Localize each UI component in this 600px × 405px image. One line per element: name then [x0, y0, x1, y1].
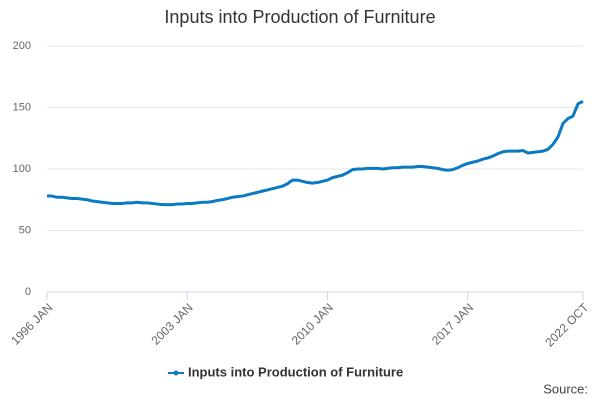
y-tick-label: 100 — [13, 163, 31, 175]
y-tick-label: 200 — [13, 40, 31, 52]
x-tick-label: 2017 JAN — [429, 300, 476, 347]
x-tick-label: 2010 JAN — [289, 300, 336, 347]
legend-label: Inputs into Production of Furniture — [188, 364, 403, 379]
data-line — [47, 100, 584, 207]
y-tick-label: 0 — [25, 286, 31, 298]
x-tick-label: 2022 OCT — [542, 300, 592, 350]
x-tick-label: 1996 JAN — [8, 300, 55, 347]
y-tick-label: 50 — [19, 224, 31, 236]
y-tick-label: 150 — [13, 101, 31, 113]
x-tick-label: 2003 JAN — [148, 300, 195, 347]
legend-marker — [173, 370, 179, 376]
source: Source: — [543, 381, 588, 396]
chart-title: Inputs into Production of Furniture — [164, 7, 435, 27]
